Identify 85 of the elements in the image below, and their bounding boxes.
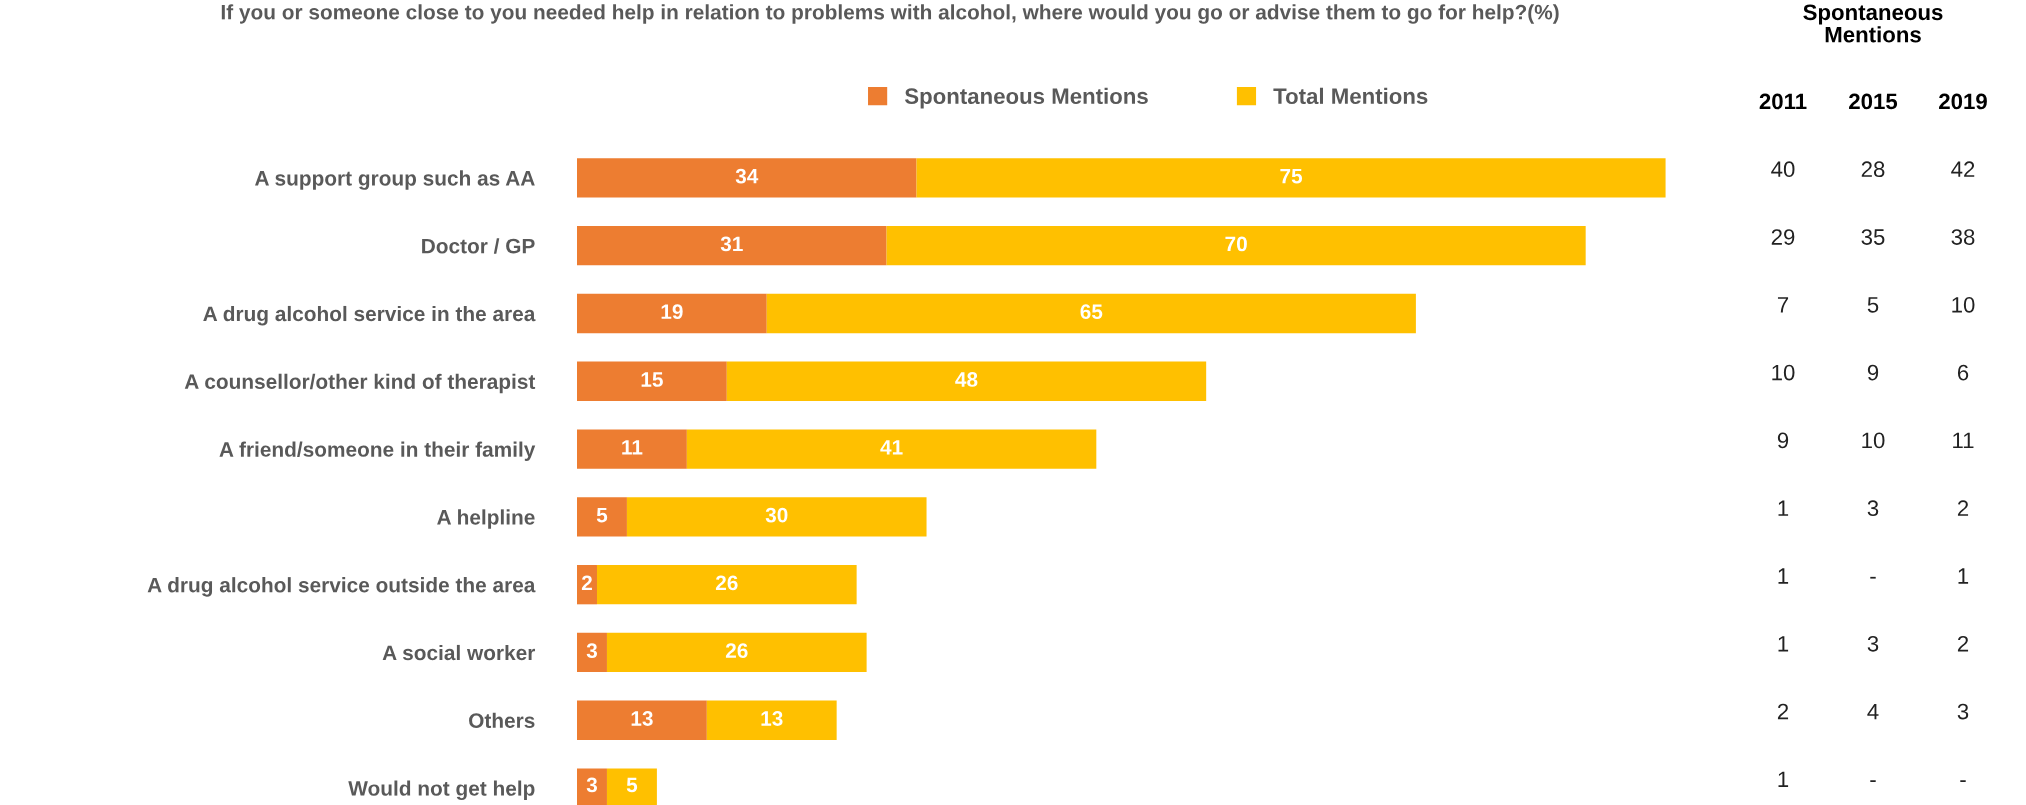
text: 9: [1777, 432, 1789, 449]
bar: [726, 361, 1207, 401]
data-label: 19: [661, 304, 683, 320]
text: 1: [1778, 636, 1789, 652]
bar: [706, 700, 837, 740]
category-label: 2015: [1849, 93, 1898, 110]
bar: [606, 632, 867, 673]
text: 1: [1778, 568, 1789, 584]
y-tick-label: A friend/someone in their family: [219, 441, 536, 461]
text: 11: [1953, 432, 1974, 449]
data-label: 11: [622, 440, 643, 455]
bar: [577, 293, 767, 334]
data-label: 2: [581, 575, 592, 591]
y-tick-label: Doctor / GP: [422, 238, 535, 254]
text: 28: [1861, 161, 1885, 178]
bar: [577, 632, 607, 673]
chart-title: If you or someone close to you needed help in relation to problems with alcohol, where would you go or advise them to go for help?(%): [221, 4, 1559, 24]
data-label: 13: [631, 711, 653, 726]
text: 4: [1867, 703, 1879, 720]
data-label: 75: [1280, 168, 1303, 184]
y-tick-label: A drug alcohol service outside the area: [147, 577, 536, 597]
data-label: 5: [596, 507, 608, 523]
data-label: 31: [720, 236, 743, 252]
legend-label: Spontaneous Mentions: [904, 87, 1148, 109]
data-label: 26: [715, 575, 738, 591]
data-label: 41: [880, 440, 903, 455]
category-label: 2019: [1939, 93, 1987, 110]
bar: [916, 158, 1666, 198]
text: Spontaneous Mentions: [1803, 4, 1943, 43]
text: 3: [1867, 500, 1879, 517]
bar: [577, 565, 597, 605]
data-label: 34: [735, 168, 759, 184]
y-tick-label: A counsellor/other kind of therapist: [184, 373, 536, 394]
text: 2: [1957, 635, 1969, 652]
data-label: 5: [626, 777, 638, 793]
text: 2: [1957, 500, 1969, 516]
text: 6: [1957, 364, 1969, 381]
y-tick-label: A support group such as AA: [255, 170, 535, 190]
text: 10: [1862, 432, 1885, 449]
text: 3: [1957, 703, 1969, 720]
text: 38: [1951, 229, 1975, 245]
data-label: 13: [761, 711, 783, 726]
text: 35: [1861, 229, 1885, 245]
text: -: [1960, 780, 1966, 782]
text: 1: [1958, 568, 1969, 584]
bar: [626, 497, 927, 537]
data-label: 15: [641, 372, 663, 387]
text: 1: [1778, 771, 1789, 788]
text: 10: [1952, 296, 1975, 313]
data-label: 65: [1080, 304, 1103, 320]
text: 3: [1867, 635, 1879, 652]
data-label: 3: [586, 643, 598, 659]
text: 2: [1777, 703, 1789, 720]
text: -: [1870, 780, 1876, 782]
bar: [577, 158, 917, 198]
data-label: 3: [586, 777, 598, 793]
bar: [577, 361, 727, 401]
category-label: 2011: [1759, 93, 1807, 110]
text: 40: [1771, 161, 1795, 178]
y-tick-label: Others: [469, 712, 535, 729]
text: 29: [1771, 229, 1795, 245]
data-label: 70: [1225, 236, 1247, 252]
text: 9: [1867, 364, 1879, 381]
y-tick-label: Would not get help: [348, 780, 535, 801]
y-tick-label: A social worker: [382, 644, 536, 661]
bar: [577, 429, 687, 469]
bar: [577, 226, 887, 266]
bar: [577, 497, 627, 537]
data-label: 30: [765, 507, 788, 523]
bar: [886, 226, 1586, 266]
text: 7: [1777, 297, 1789, 313]
bar: [577, 700, 707, 740]
text: 10: [1772, 364, 1795, 381]
text: 42: [1951, 161, 1975, 177]
text: 5: [1867, 297, 1879, 313]
text: 1: [1778, 500, 1789, 516]
data-label: 48: [955, 372, 978, 387]
legend-label: Total Mentions: [1273, 87, 1428, 105]
y-tick-label: A helpline: [437, 509, 535, 529]
bar: [596, 565, 857, 605]
bar: [766, 293, 1416, 334]
y-tick-label: A drug alcohol service in the area: [203, 305, 536, 326]
data-label: 26: [725, 643, 748, 659]
text: -: [1870, 576, 1876, 579]
bar: [686, 429, 1097, 469]
